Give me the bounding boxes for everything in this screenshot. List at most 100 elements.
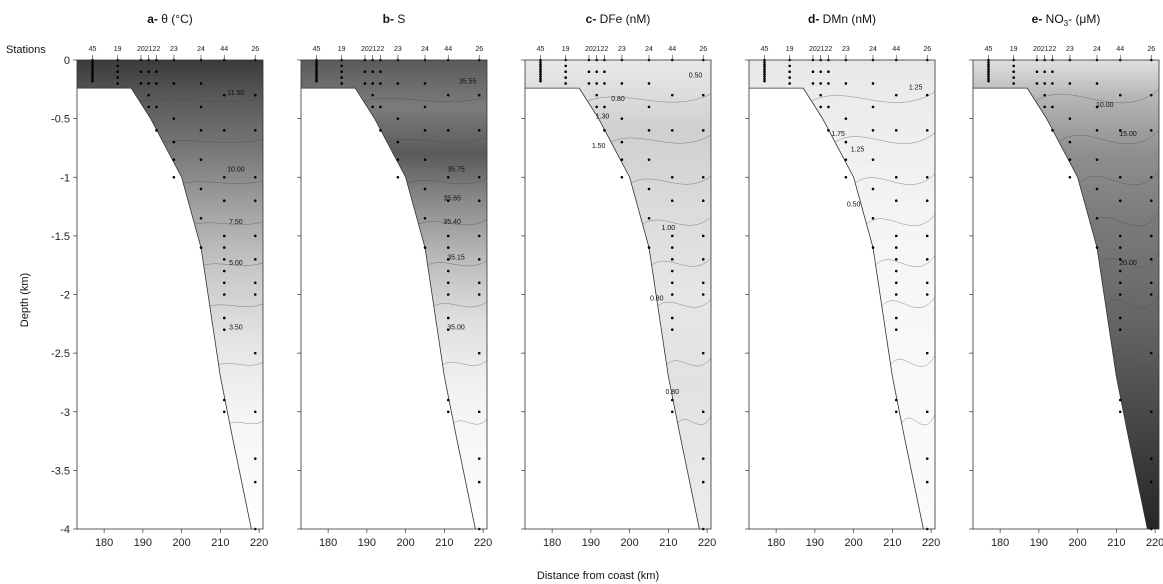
sample-point <box>647 187 651 191</box>
sample-point <box>987 65 990 69</box>
sample-point <box>763 77 766 81</box>
sample-point <box>1051 129 1054 132</box>
sample-point <box>894 398 898 402</box>
sample-point <box>199 246 203 249</box>
panel-a-title: a- θ (°C) <box>147 12 192 26</box>
panel-d: 1.25 1.75 1.25 0.50 45 19 20 21 22 23 24 44 26 180 190… <box>745 12 940 549</box>
sample-point <box>1118 316 1122 320</box>
sample-point <box>1118 293 1122 296</box>
sample-point <box>1043 93 1046 97</box>
sample-point <box>423 216 427 220</box>
sample-point <box>172 117 176 120</box>
contour-label: 7.50 <box>229 219 243 226</box>
sample-point <box>363 82 367 85</box>
sample-point <box>894 269 898 273</box>
sample-point <box>477 199 481 202</box>
sample-point <box>253 129 257 132</box>
y-tick-label: -3.5 <box>51 465 70 477</box>
sample-point <box>670 281 674 285</box>
sample-point <box>446 246 450 249</box>
sample-point <box>477 410 481 414</box>
sample-point <box>1118 129 1122 132</box>
sample-point <box>539 61 542 64</box>
station-label: 23 <box>170 46 178 53</box>
contour-label: 3.50 <box>229 325 243 332</box>
sample-point <box>222 93 226 97</box>
sample-point <box>539 65 542 69</box>
panel-c-title: c- DFe (nM) <box>586 12 651 26</box>
panel-e-isolines <box>1035 89 1160 426</box>
x-tick-label: 210 <box>1107 537 1125 549</box>
isoline <box>203 262 264 266</box>
sample-point <box>199 82 203 85</box>
sample-point <box>172 140 176 144</box>
sample-point <box>1068 158 1072 161</box>
isoline <box>631 175 712 185</box>
sample-point <box>1051 82 1054 85</box>
sample-point <box>670 246 674 249</box>
sample-point <box>701 480 705 484</box>
sample-point <box>1149 175 1153 179</box>
station-label: 20 <box>809 46 817 53</box>
sample-point <box>811 82 815 85</box>
sample-point <box>827 105 830 109</box>
sample-point <box>1012 82 1015 85</box>
contour-label: 15.00 <box>1119 131 1137 138</box>
isoline <box>651 257 712 267</box>
sample-point <box>423 187 427 191</box>
station-label: 45 <box>89 46 97 53</box>
contour-label: 1.75 <box>831 131 845 138</box>
sample-point <box>147 105 150 109</box>
station-label: 22 <box>825 46 833 53</box>
y-tick-label: -4 <box>60 524 70 536</box>
sample-point <box>1149 457 1153 460</box>
sample-point <box>564 70 567 74</box>
sample-point <box>315 63 318 66</box>
panel-d-field <box>749 60 935 529</box>
sample-point <box>172 158 176 161</box>
contour-label: 1.30 <box>596 114 610 121</box>
x-tick-label: 180 <box>319 537 337 549</box>
sample-point <box>1118 410 1122 414</box>
sample-point <box>222 328 226 331</box>
sample-point <box>647 105 651 109</box>
sample-point <box>788 64 791 68</box>
sample-point <box>819 70 822 74</box>
panel-c-field <box>525 60 711 529</box>
sample-point <box>1149 129 1153 132</box>
contour-label: 35.40 <box>443 219 461 226</box>
sample-point <box>819 82 822 85</box>
sample-point <box>647 82 651 85</box>
sample-point <box>155 82 158 85</box>
panel-a-bathymetry <box>77 87 252 530</box>
station-label: 19 <box>562 46 570 53</box>
sample-point <box>315 79 318 83</box>
sample-point <box>620 158 624 161</box>
sample-point <box>701 293 705 296</box>
sample-point <box>620 82 624 85</box>
station-label: 22 <box>153 46 161 53</box>
sample-point <box>894 175 898 179</box>
sample-point <box>1095 216 1099 220</box>
station-label: 23 <box>1066 46 1074 53</box>
panel-d-samples <box>763 58 929 531</box>
sample-point <box>363 70 367 74</box>
x-tick-label: 190 <box>134 537 152 549</box>
contour-label: 0.50 <box>847 202 861 209</box>
x-tick-label: 180 <box>95 537 113 549</box>
sample-point <box>763 65 766 69</box>
x-axis-label: Distance from coast (km) <box>537 570 659 582</box>
sample-point <box>894 316 898 320</box>
sample-point <box>1149 93 1153 97</box>
panel-d-bathymetry <box>749 87 924 530</box>
sample-point <box>199 129 203 132</box>
x-tick-label: 220 <box>474 537 492 549</box>
sample-point <box>925 293 929 296</box>
isoline <box>866 214 936 226</box>
sample-point <box>871 246 875 249</box>
isoline <box>209 303 264 307</box>
sample-point <box>147 93 150 97</box>
x-tick-label: 200 <box>172 537 190 549</box>
sample-point <box>253 175 257 179</box>
